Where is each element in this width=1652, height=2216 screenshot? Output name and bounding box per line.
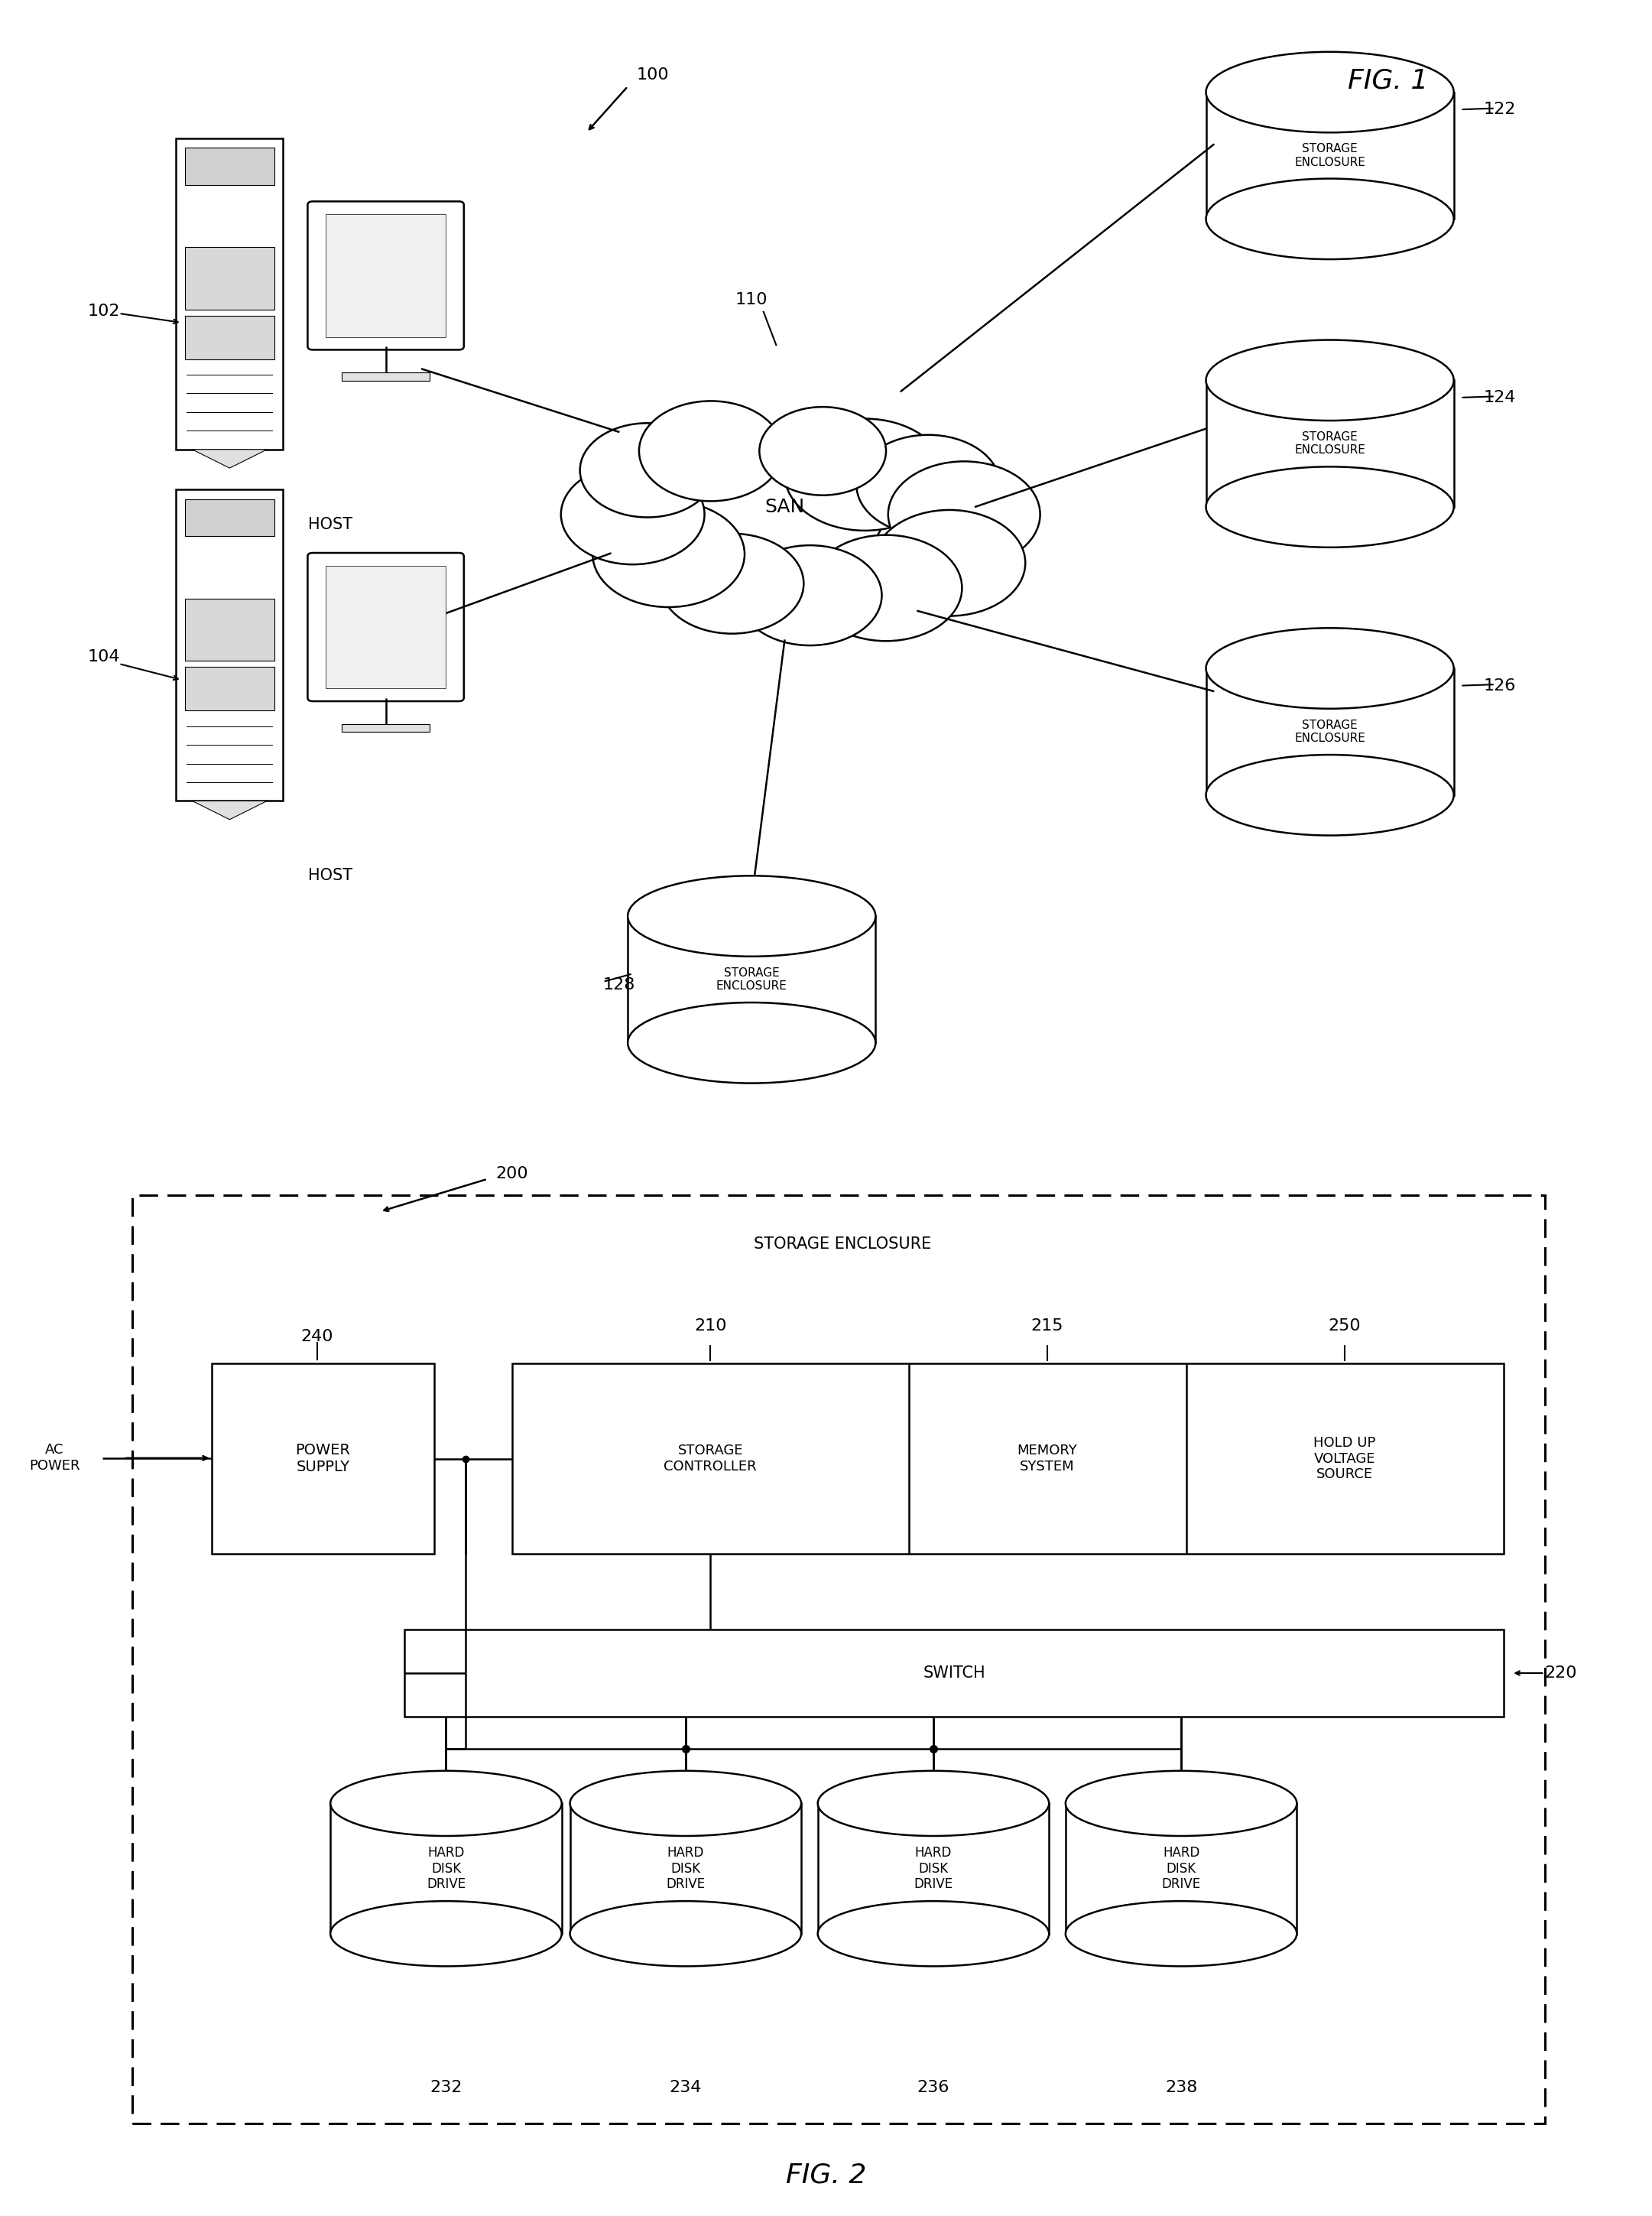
FancyBboxPatch shape [185,667,274,711]
Text: HARD
DISK
DRIVE: HARD DISK DRIVE [426,1846,466,1890]
Text: 122: 122 [1483,102,1517,117]
Polygon shape [330,1804,562,1935]
Text: SAN: SAN [765,499,805,516]
Polygon shape [1206,669,1454,796]
Text: 200: 200 [496,1166,529,1181]
Circle shape [889,461,1041,567]
Text: 234: 234 [669,2081,702,2096]
Text: 210: 210 [694,1319,727,1334]
FancyBboxPatch shape [325,565,446,689]
Text: STORAGE
CONTROLLER: STORAGE CONTROLLER [664,1445,757,1474]
Text: STORAGE ENCLOSURE: STORAGE ENCLOSURE [753,1237,932,1252]
FancyBboxPatch shape [185,598,274,660]
Text: 126: 126 [1483,678,1517,694]
Circle shape [874,510,1026,616]
Text: POWER
SUPPLY: POWER SUPPLY [296,1443,350,1474]
FancyBboxPatch shape [405,1629,1503,1717]
Circle shape [639,401,783,501]
Text: 250: 250 [1328,1319,1361,1334]
Polygon shape [1066,1804,1297,1935]
Text: 128: 128 [603,977,636,993]
Polygon shape [192,450,268,468]
FancyBboxPatch shape [177,490,282,800]
Ellipse shape [1206,179,1454,259]
Polygon shape [192,800,268,820]
Ellipse shape [1066,1901,1297,1966]
Text: HOST: HOST [309,516,352,532]
Circle shape [856,434,999,534]
FancyBboxPatch shape [307,202,464,350]
Circle shape [661,534,803,634]
FancyBboxPatch shape [185,315,274,359]
Polygon shape [1206,93,1454,219]
Text: 240: 240 [301,1330,334,1345]
Polygon shape [1206,381,1454,507]
Ellipse shape [1206,51,1454,133]
Text: 236: 236 [917,2081,950,2096]
Ellipse shape [1206,339,1454,421]
Ellipse shape [628,875,876,957]
FancyBboxPatch shape [342,372,430,381]
Circle shape [562,465,704,565]
Circle shape [809,534,961,640]
Polygon shape [570,1804,801,1935]
Ellipse shape [1206,468,1454,547]
Circle shape [684,437,885,578]
Text: STORAGE
ENCLOSURE: STORAGE ENCLOSURE [1295,144,1365,168]
Text: STORAGE
ENCLOSURE: STORAGE ENCLOSURE [1295,432,1365,456]
Text: 232: 232 [430,2081,463,2096]
Text: HARD
DISK
DRIVE: HARD DISK DRIVE [914,1846,953,1890]
Text: FIG. 1: FIG. 1 [1348,69,1427,93]
Text: HARD
DISK
DRIVE: HARD DISK DRIVE [1161,1846,1201,1890]
Text: 110: 110 [735,293,768,308]
Circle shape [760,408,885,494]
Text: 124: 124 [1483,390,1517,406]
Text: STORAGE
ENCLOSURE: STORAGE ENCLOSURE [1295,720,1365,745]
Text: 238: 238 [1165,2081,1198,2096]
Ellipse shape [628,1002,876,1084]
Text: 102: 102 [88,304,121,319]
Text: SWITCH: SWITCH [923,1666,985,1680]
Text: MEMORY
SYSTEM: MEMORY SYSTEM [1018,1445,1077,1474]
Ellipse shape [818,1901,1049,1966]
Text: HARD
DISK
DRIVE: HARD DISK DRIVE [666,1846,705,1890]
Text: AC
POWER: AC POWER [30,1443,79,1474]
Polygon shape [818,1804,1049,1935]
FancyBboxPatch shape [211,1363,434,1553]
FancyBboxPatch shape [342,725,430,731]
Polygon shape [628,915,876,1044]
Ellipse shape [570,1901,801,1966]
Circle shape [738,545,882,645]
FancyBboxPatch shape [185,248,274,310]
Ellipse shape [818,1771,1049,1835]
Ellipse shape [1206,756,1454,835]
Ellipse shape [1206,627,1454,709]
FancyBboxPatch shape [132,1194,1545,2123]
FancyBboxPatch shape [185,148,274,184]
FancyBboxPatch shape [185,499,274,536]
Ellipse shape [1066,1771,1297,1835]
Text: 104: 104 [88,649,121,665]
Text: STORAGE
ENCLOSURE: STORAGE ENCLOSURE [717,966,786,993]
Text: HOLD UP
VOLTAGE
SOURCE: HOLD UP VOLTAGE SOURCE [1313,1436,1376,1483]
Circle shape [593,501,745,607]
Circle shape [785,419,945,530]
Ellipse shape [330,1901,562,1966]
FancyBboxPatch shape [512,1363,1503,1553]
Text: 220: 220 [1545,1666,1578,1680]
Text: 100: 100 [636,66,669,82]
FancyBboxPatch shape [177,137,282,450]
Text: 215: 215 [1031,1319,1064,1334]
Ellipse shape [330,1771,562,1835]
Circle shape [580,423,715,516]
Text: FIG. 2: FIG. 2 [786,2163,866,2187]
FancyBboxPatch shape [325,215,446,337]
Text: HOST: HOST [309,869,352,884]
FancyBboxPatch shape [307,552,464,700]
Ellipse shape [570,1771,801,1835]
